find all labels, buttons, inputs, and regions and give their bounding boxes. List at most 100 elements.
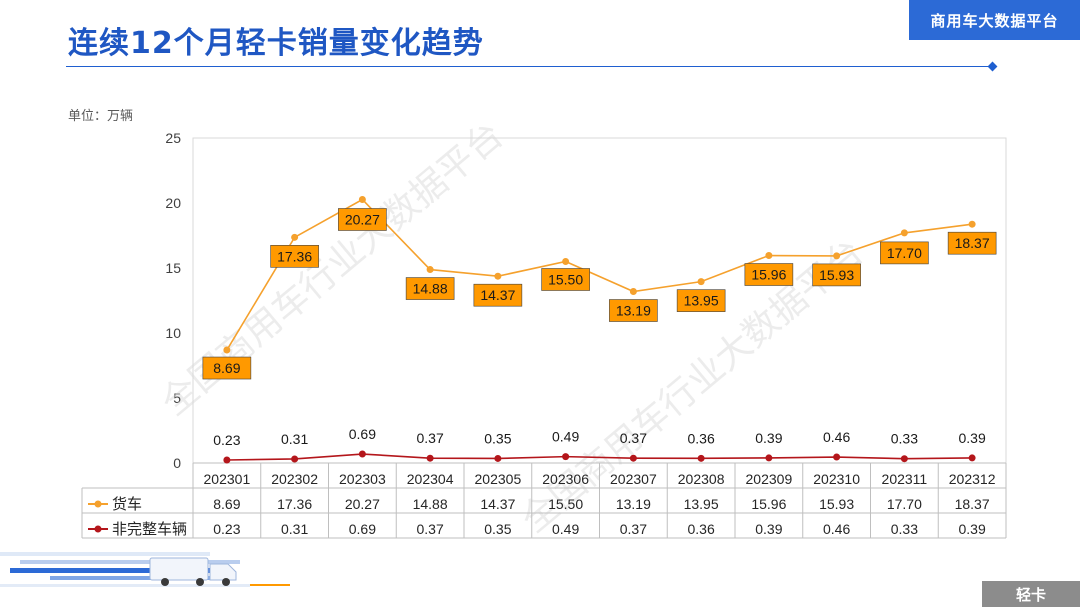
data-point: [968, 220, 976, 228]
unit-label: 单位：万辆: [68, 109, 134, 124]
table-value: 0.35: [484, 521, 511, 537]
data-point: [291, 455, 299, 463]
table-value: 17.70: [887, 496, 922, 512]
data-point: [562, 453, 570, 461]
data-point: [765, 252, 773, 260]
data-label-box: [744, 263, 794, 286]
data-label: 0.39: [959, 430, 986, 446]
table-value: 0.31: [281, 521, 308, 537]
table-value: 17.36: [277, 496, 312, 512]
legend-marker: [94, 500, 102, 508]
data-label: 0.36: [688, 430, 715, 446]
data-label-box: [270, 245, 319, 268]
table-value: 0.39: [755, 521, 782, 537]
data-label: 13.95: [684, 293, 719, 309]
data-point: [494, 454, 502, 462]
data-point: [358, 450, 366, 458]
data-point: [697, 278, 705, 286]
x-category-label: 202303: [339, 471, 386, 487]
data-point: [291, 233, 299, 241]
table-value: 0.69: [349, 521, 376, 537]
data-label-box: [609, 299, 658, 322]
title-divider: [66, 66, 994, 67]
table-value: 0.37: [417, 521, 444, 537]
data-label-box: [880, 241, 929, 265]
data-point: [562, 258, 570, 265]
data-label-box: [541, 268, 590, 291]
legend-marker: [94, 525, 102, 533]
table-value: 13.95: [684, 496, 719, 512]
data-label-box: [947, 231, 997, 255]
series-line-1: [226, 453, 973, 461]
data-point: [833, 252, 841, 260]
legend-label: 货车: [112, 496, 142, 513]
table-value: 0.39: [959, 521, 986, 537]
x-category-label: 202312: [949, 471, 996, 487]
y-tick-label: 10: [165, 325, 181, 341]
data-point: [968, 454, 976, 462]
data-point: [426, 454, 434, 462]
data-label-box: [676, 289, 726, 312]
data-point: [629, 288, 637, 296]
data-label: 0.69: [349, 426, 376, 442]
data-point: [697, 454, 705, 462]
data-point: [358, 195, 366, 203]
x-category-label: 202306: [542, 471, 589, 487]
brand-badge: 商用车大数据平台: [909, 0, 1080, 40]
data-point: [900, 455, 908, 463]
y-tick-label: 25: [165, 130, 181, 146]
data-point: [900, 229, 908, 237]
data-label: 14.88: [413, 281, 448, 297]
data-label: 8.69: [213, 360, 240, 376]
y-tick-label: 20: [165, 195, 181, 211]
y-tick-label: 15: [165, 260, 181, 276]
data-label: 13.19: [616, 303, 651, 319]
table-value: 0.23: [213, 521, 240, 537]
data-label: 18.37: [955, 235, 990, 251]
data-label-box: [473, 283, 523, 307]
legend-label: 非完整车辆: [112, 521, 187, 538]
page-title: 连续12个月轻卡销量变化趋势: [68, 26, 484, 61]
data-point: [223, 346, 231, 354]
data-label-box: [338, 208, 387, 231]
data-label: 0.49: [552, 429, 579, 445]
x-category-label: 202302: [271, 471, 318, 487]
data-point: [629, 454, 637, 462]
data-label: 17.70: [887, 245, 922, 261]
table-value: 15.93: [819, 496, 854, 512]
data-label: 14.37: [480, 287, 515, 303]
x-category-label: 202304: [407, 471, 454, 487]
table-value: 0.46: [823, 521, 850, 537]
data-label-box: [202, 356, 252, 380]
x-category-label: 202307: [610, 471, 657, 487]
data-label: 15.96: [751, 267, 786, 283]
table-value: 0.36: [688, 521, 715, 537]
table-value: 0.37: [620, 521, 647, 537]
x-category-label: 202305: [475, 471, 522, 487]
data-label: 0.31: [281, 431, 308, 447]
x-category-label: 202301: [204, 471, 251, 487]
x-category-label: 202310: [813, 471, 860, 487]
x-category-label: 202309: [746, 471, 793, 487]
data-label: 0.23: [213, 432, 240, 448]
data-label: 0.37: [620, 430, 647, 446]
x-category-label: 202308: [678, 471, 725, 487]
data-label-box: [812, 263, 861, 287]
table-value: 18.37: [955, 496, 990, 512]
data-label: 20.27: [345, 211, 380, 227]
table-value: 15.50: [548, 496, 583, 512]
category-tab[interactable]: 轻卡: [982, 581, 1080, 607]
table-value: 13.19: [616, 496, 651, 512]
data-point: [426, 266, 434, 274]
data-point: [833, 453, 841, 461]
data-label: 15.50: [548, 272, 583, 288]
series-line-0: [226, 198, 973, 351]
data-point: [223, 456, 231, 464]
data-label: 0.37: [417, 430, 444, 446]
data-label: 15.93: [819, 267, 854, 283]
data-point: [765, 454, 773, 462]
truck-decoration-icon: [0, 552, 290, 587]
y-tick-label: 0: [173, 455, 181, 471]
table-value: 14.88: [413, 496, 448, 512]
